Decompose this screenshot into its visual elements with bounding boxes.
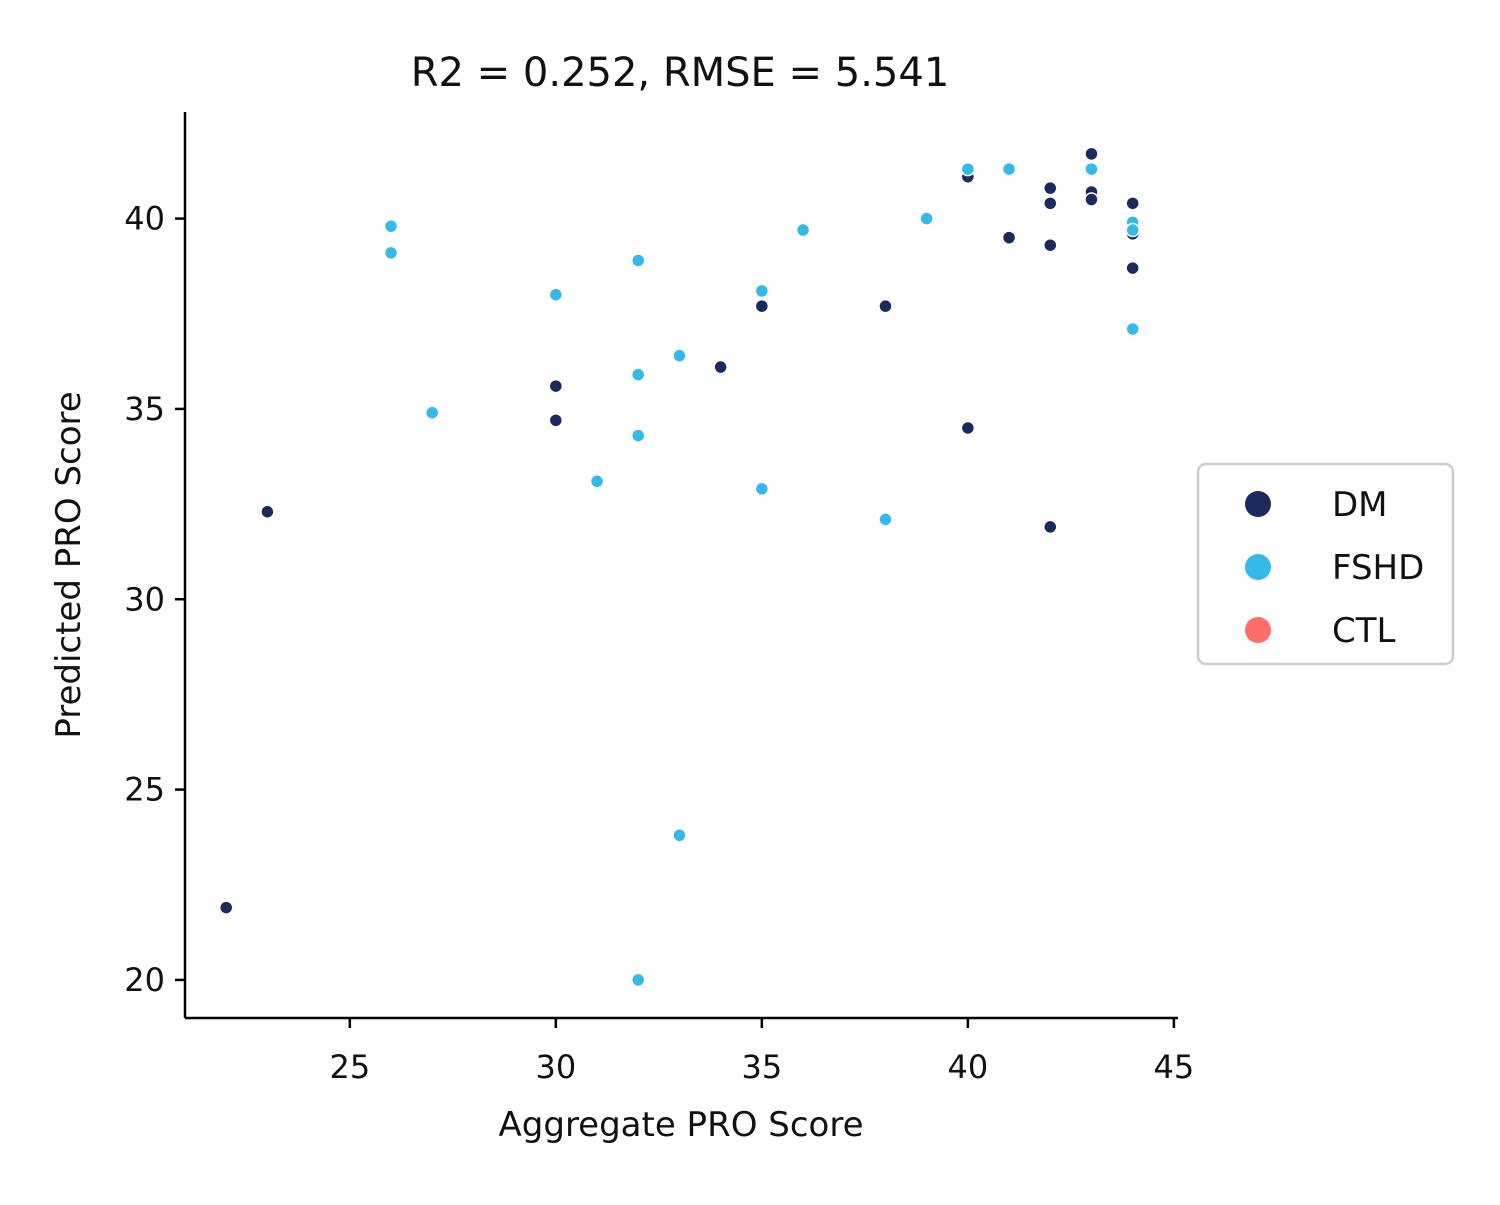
legend-label-dm: DM [1332,485,1388,525]
data-point-fshd [630,972,646,988]
x-axis-label: Aggregate PRO Score [499,1105,864,1145]
data-point-fshd [1125,222,1140,238]
data-point-fshd [672,828,687,843]
series-fshd [383,161,1140,988]
data-point-fshd [548,287,564,302]
data-point-dm [878,298,893,314]
data-point-fshd [383,218,399,234]
data-point-dm [260,504,275,519]
y-tick-label: 25 [124,771,165,809]
data-point-dm [1043,196,1058,211]
data-point-fshd [424,405,440,420]
y-tick-label: 35 [124,390,165,428]
data-point-fshd [1084,161,1099,177]
data-point-fshd [878,512,893,527]
data-point-dm [1084,146,1099,162]
data-point-fshd [630,428,646,443]
data-point-dm [1001,230,1017,245]
data-point-fshd [919,211,934,226]
data-point-fshd [672,348,687,363]
y-tick-label: 20 [124,961,165,999]
data-point-fshd [754,481,770,497]
x-tick-label: 45 [1154,1048,1195,1086]
data-point-dm [1043,519,1058,535]
data-point-dm [548,378,564,394]
data-point-dm [1125,260,1140,276]
axis-ticks: 25 30 35 40 45 20 25 30 35 40 [124,200,1194,1086]
data-point-fshd [1125,321,1140,337]
chart-title: R2 = 0.252, RMSE = 5.541 [411,50,950,96]
legend-label-ctl: CTL [1332,611,1396,651]
data-point-fshd [795,222,811,238]
x-tick-label: 35 [741,1048,782,1086]
data-point-fshd [383,245,399,261]
data-point-dm [1043,180,1058,196]
data-point-fshd [1001,161,1017,177]
data-point-dm [713,359,728,375]
series-dm [218,146,1140,915]
legend-marker-dm [1245,491,1271,517]
data-point-dm [1084,192,1099,207]
data-point-dm [1043,237,1058,253]
data-point-dm [218,900,234,915]
legend-marker-ctl [1245,617,1271,643]
data-point-fshd [630,367,646,382]
y-tick-label: 40 [124,200,165,238]
data-point-fshd [589,474,605,489]
legend-marker-fshd [1245,554,1271,580]
legend-items: DM FSHD CTL [1245,485,1424,651]
data-points [218,146,1140,988]
data-point-fshd [754,283,770,299]
data-point-dm [1125,196,1140,211]
data-point-dm [960,420,976,436]
x-tick-label: 25 [329,1048,370,1086]
data-point-dm [754,298,770,314]
y-axis-label: Predicted PRO Score [49,391,89,738]
legend-label-fshd: FSHD [1332,548,1424,588]
data-point-fshd [960,161,976,177]
data-point-fshd [630,253,646,268]
legend: DM FSHD CTL [1196,462,1455,666]
x-tick-label: 40 [948,1048,989,1086]
data-point-dm [548,413,564,428]
y-tick-label: 30 [124,580,165,618]
x-tick-label: 30 [535,1048,576,1086]
